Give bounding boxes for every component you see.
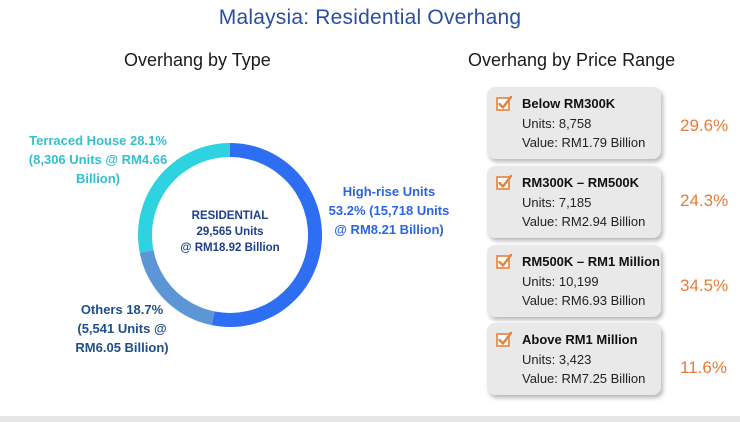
price-range-label: Above RM1 Million xyxy=(522,332,638,347)
center-label-line: @ RM18.92 Billion xyxy=(180,242,280,254)
terraced-segment-label: Terraced House 28.1% (8,306 Units @ RM4.… xyxy=(12,131,184,188)
others-label-line: (5,541 Units @ xyxy=(77,321,167,336)
highrise-label-line: 53.2% (15,718 Units xyxy=(328,203,450,218)
donut-center-label: RESIDENTIAL 29,565 Units @ RM18.92 Billi… xyxy=(168,208,292,256)
others-label-line: Others 18.7% xyxy=(80,302,164,317)
price-range-card-above-1m: Above RM1 Million Units: 3,423 Value: RM… xyxy=(487,323,661,395)
donut-slice-others xyxy=(139,250,215,326)
price-range-value: Value: RM7.25 Billion xyxy=(522,371,646,386)
price-range-label: RM500K – RM1 Million xyxy=(522,254,660,269)
checkbox-checked-icon xyxy=(496,331,512,347)
price-range-value: Value: RM6.93 Billion xyxy=(522,293,646,308)
price-range-percent: 11.6% xyxy=(680,358,727,377)
price-range-title: Overhang by Price Range xyxy=(468,50,676,70)
type-chart-title: Overhang by Type xyxy=(124,50,271,70)
checkbox-checked-icon xyxy=(496,253,512,269)
donut-slice-terraced-house xyxy=(137,143,230,253)
center-label-line: RESIDENTIAL xyxy=(191,210,269,222)
price-range-units: Units: 3,423 xyxy=(522,352,592,367)
price-range-label: RM300K – RM500K xyxy=(522,175,640,190)
price-range-units: Units: 8,758 xyxy=(522,116,592,131)
price-range-card-300k-500k: RM300K – RM500K Units: 7,185 Value: RM2.… xyxy=(487,166,661,238)
terraced-label-line: Billion) xyxy=(75,171,121,186)
donut-slice-high-rise-units xyxy=(211,143,322,327)
price-range-percent: 29.6% xyxy=(680,116,729,135)
price-range-percent: 24.3% xyxy=(680,191,729,210)
terraced-label-line: (8,306 Units @ RM4.66 xyxy=(28,152,168,167)
price-range-value: Value: RM1.79 Billion xyxy=(522,135,646,150)
page-title: Malaysia: Residential Overhang xyxy=(218,6,522,29)
price-range-percent: 34.5% xyxy=(680,276,729,295)
center-label-line: 29,565 Units xyxy=(196,226,264,238)
price-range-card-below-300k: Below RM300K Units: 8,758 Value: RM1.79 … xyxy=(487,87,661,159)
highrise-label-line: High-rise Units xyxy=(342,184,436,199)
price-range-units: Units: 10,199 xyxy=(522,274,599,289)
others-label-line: RM6.05 Billion) xyxy=(75,340,169,355)
highrise-segment-label: High-rise Units 53.2% (15,718 Units @ RM… xyxy=(314,182,464,239)
checkbox-checked-icon xyxy=(496,174,512,190)
price-range-card-500k-1m: RM500K – RM1 Million Units: 10,199 Value… xyxy=(487,245,661,317)
others-segment-label: Others 18.7% (5,541 Units @ RM6.05 Billi… xyxy=(58,300,186,357)
checkbox-checked-icon xyxy=(496,95,512,111)
price-range-units: Units: 7,185 xyxy=(522,195,592,210)
highrise-label-line: @ RM8.21 Billion) xyxy=(334,222,444,237)
price-range-value: Value: RM2.94 Billion xyxy=(522,214,646,229)
terraced-label-line: Terraced House 28.1% xyxy=(29,133,167,148)
footer-divider xyxy=(0,416,740,422)
price-range-label: Below RM300K xyxy=(522,96,616,111)
